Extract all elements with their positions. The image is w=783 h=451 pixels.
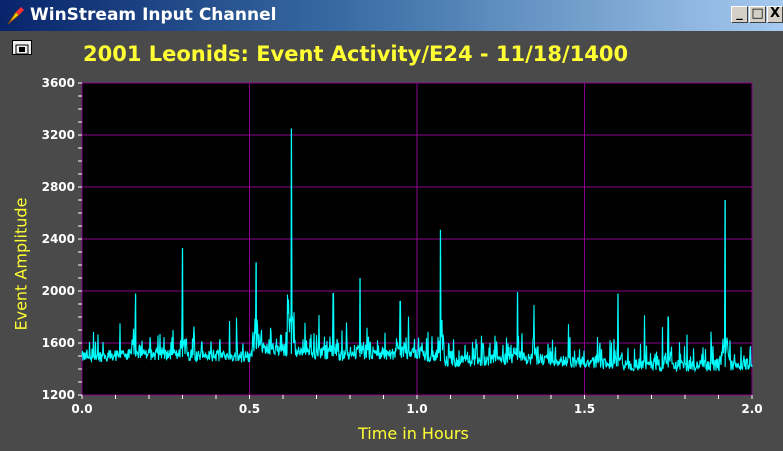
y-tick-label: 2800 bbox=[42, 180, 75, 194]
event-activity-chart: 1200 1600 2000 2400 2800 3200 3600 0.0 0.5 1.0 1.5… bbox=[42, 76, 763, 416]
y-tick-label: 3200 bbox=[42, 128, 75, 142]
window-title: WinStream Input Channel bbox=[30, 5, 277, 25]
x-tick-label: 1.5 bbox=[574, 402, 595, 416]
printer-icon bbox=[15, 44, 29, 55]
chart-title: 2001 Leonids: Event Activity/E24 - 11/18… bbox=[83, 42, 629, 66]
x-tick-label: 0.0 bbox=[71, 402, 92, 416]
event-trace-line bbox=[81, 128, 753, 373]
y-tick-label: 2400 bbox=[42, 232, 75, 246]
print-button[interactable] bbox=[12, 40, 32, 55]
y-tick-label: 1600 bbox=[42, 336, 75, 350]
y-tick-label: 3600 bbox=[42, 76, 75, 90]
y-tick-label: 2000 bbox=[42, 284, 75, 298]
chart-panel: 2001 Leonids: Event Activity/E24 - 11/18… bbox=[3, 32, 783, 451]
x-tick-label: 1.0 bbox=[406, 402, 427, 416]
y-tick-label: 1200 bbox=[42, 388, 75, 402]
x-tick-label: 0.5 bbox=[239, 402, 260, 416]
close-button[interactable]: X bbox=[767, 6, 783, 23]
x-tick-label: 2.0 bbox=[741, 402, 762, 416]
maximize-button[interactable]: □ bbox=[749, 6, 766, 23]
title-bar[interactable]: WinStream Input Channel _ □ X bbox=[0, 0, 783, 31]
x-axis-label: Time in Hours bbox=[358, 424, 469, 443]
app-icon bbox=[7, 7, 24, 25]
minimize-button[interactable]: _ bbox=[731, 6, 748, 23]
